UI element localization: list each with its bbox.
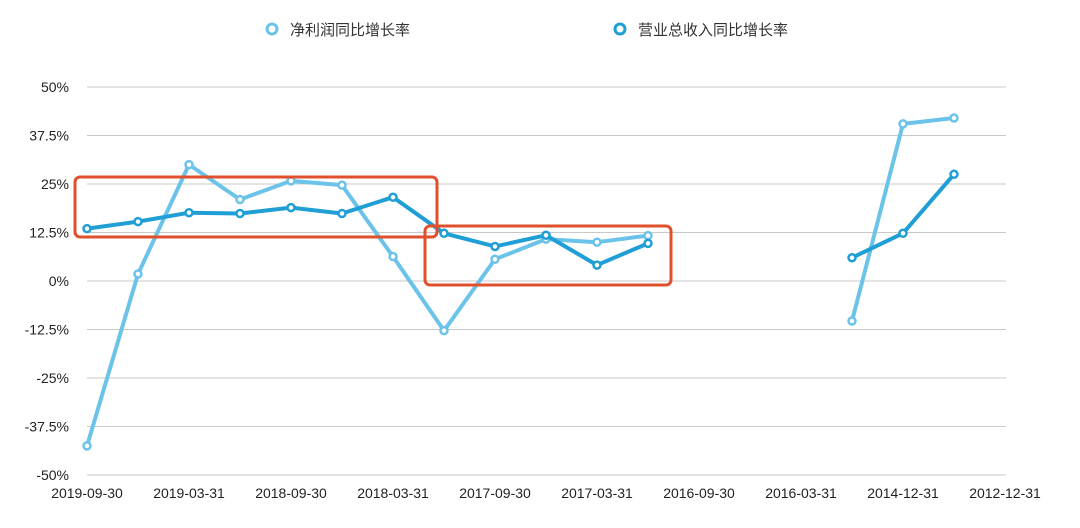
data-point bbox=[439, 228, 449, 239]
x-tick-label: 2017-03-31 bbox=[561, 485, 633, 501]
x-axis: 2019-09-30 2019-03-31 2018-09-30 2018-03-31… bbox=[51, 485, 1041, 501]
legend: 净利润同比增长率 营业总收入同比增长率 bbox=[265, 21, 788, 39]
data-point bbox=[490, 241, 500, 252]
data-point bbox=[898, 228, 908, 239]
data-point bbox=[235, 194, 245, 205]
data-point bbox=[949, 113, 959, 123]
x-tick-label: 2016-09-30 bbox=[663, 485, 735, 501]
data-point bbox=[643, 230, 653, 241]
data-point bbox=[337, 208, 347, 219]
legend-marker bbox=[265, 22, 279, 36]
legend-label: 营业总收入同比增长率 bbox=[638, 21, 788, 39]
data-point bbox=[643, 238, 653, 249]
x-tick-label: 2018-09-30 bbox=[255, 485, 327, 501]
x-tick-label: 2014-12-31 bbox=[867, 485, 939, 501]
legend-marker bbox=[613, 22, 627, 36]
highlight-box bbox=[73, 175, 439, 239]
data-point bbox=[82, 223, 92, 234]
series-layer bbox=[82, 113, 959, 451]
series-line bbox=[850, 172, 956, 260]
x-tick-label: 2012-12-31 bbox=[969, 485, 1041, 501]
y-tick-label: -50% bbox=[36, 467, 69, 483]
legend-label: 净利润同比增长率 bbox=[290, 21, 410, 39]
y-axis: 50% 37.5% 25% 12.5% 0% -12.5% -25% -37.5% -50% bbox=[25, 79, 69, 483]
x-tick-label: 2016-03-31 bbox=[765, 485, 837, 501]
y-tick-label: 0% bbox=[49, 273, 69, 289]
x-tick-label: 2019-09-30 bbox=[51, 485, 123, 501]
y-tick-label: -12.5% bbox=[25, 322, 69, 338]
legend-item: 净利润同比增长率 bbox=[265, 21, 410, 39]
series-2 bbox=[82, 169, 959, 270]
data-point bbox=[898, 119, 908, 129]
series-line bbox=[850, 116, 956, 323]
data-point bbox=[592, 260, 602, 270]
legend-item: 营业总收入同比增长率 bbox=[613, 21, 788, 39]
data-point bbox=[388, 192, 398, 202]
y-tick-label: 37.5% bbox=[29, 128, 69, 144]
data-point bbox=[541, 230, 551, 240]
data-point bbox=[184, 207, 194, 218]
series-line bbox=[85, 195, 650, 268]
y-tick-label: 25% bbox=[41, 176, 69, 192]
data-point bbox=[490, 254, 500, 265]
x-tick-label: 2018-03-31 bbox=[357, 485, 429, 501]
data-point bbox=[949, 169, 959, 180]
x-tick-label: 2017-09-30 bbox=[459, 485, 531, 501]
data-point bbox=[133, 269, 143, 279]
data-point bbox=[286, 202, 296, 213]
data-point bbox=[388, 251, 398, 262]
data-point bbox=[337, 180, 347, 190]
highlight-layer bbox=[73, 175, 673, 287]
y-tick-label: 12.5% bbox=[29, 225, 69, 241]
data-point bbox=[82, 441, 92, 451]
y-tick-label: 50% bbox=[41, 79, 69, 95]
grid bbox=[87, 86, 1006, 476]
series-1 bbox=[82, 113, 959, 451]
data-point bbox=[184, 159, 194, 170]
x-tick-label: 2019-03-31 bbox=[153, 485, 225, 501]
y-tick-label: -25% bbox=[36, 370, 69, 386]
data-point bbox=[592, 237, 602, 247]
data-point bbox=[847, 252, 857, 263]
data-point bbox=[847, 316, 857, 326]
highlight-box bbox=[423, 224, 673, 287]
data-point bbox=[439, 325, 449, 336]
data-point bbox=[133, 216, 143, 227]
y-tick-label: -37.5% bbox=[25, 419, 69, 435]
data-point bbox=[235, 208, 245, 219]
